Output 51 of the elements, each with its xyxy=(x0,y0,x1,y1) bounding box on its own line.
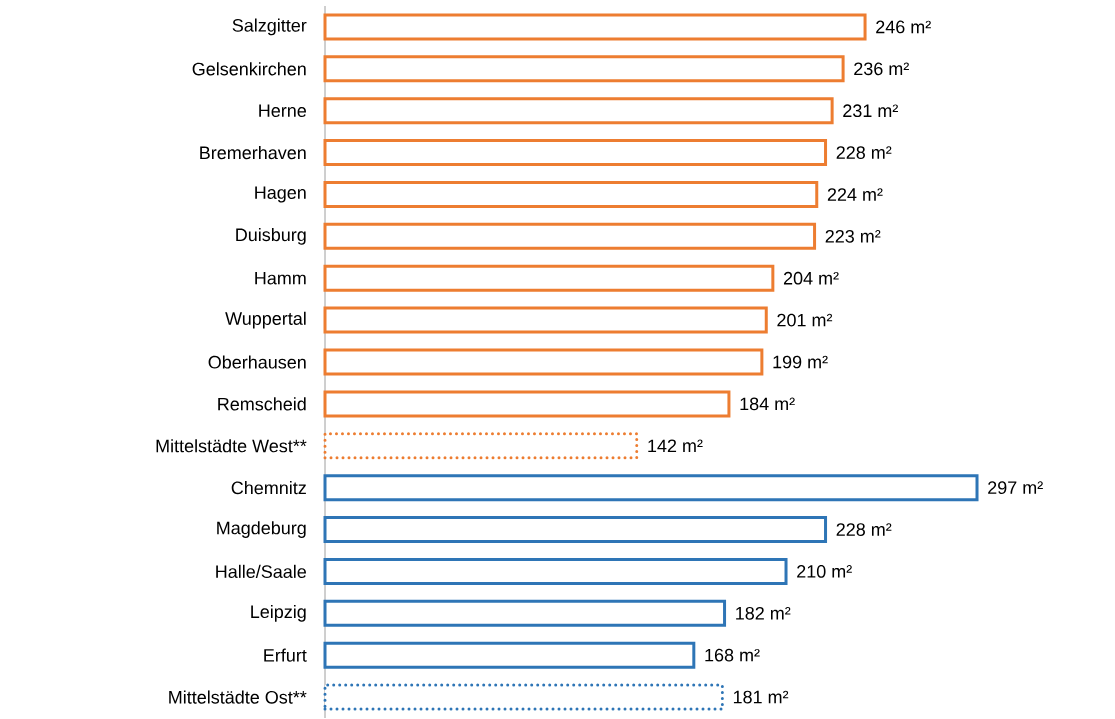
bar xyxy=(323,348,764,376)
data-label: 236 m² xyxy=(854,62,909,76)
bar xyxy=(323,181,819,209)
y-tick-label: Salzgitter xyxy=(232,18,307,36)
data-label: 246 m² xyxy=(876,20,931,34)
y-tick-label: Duisburg xyxy=(236,228,306,245)
y-tick-label: Gelsenkirchen xyxy=(192,62,306,76)
data-label: 201 m² xyxy=(777,313,833,327)
y-tick-label: Bremerhaven xyxy=(200,146,306,160)
y-tick-label: Mittelstädte West** xyxy=(156,439,307,453)
data-label: 204 m² xyxy=(783,271,839,285)
y-tick-label: Wuppertal xyxy=(225,311,306,329)
y-tick-label: Mittelstädte Ost** xyxy=(169,690,307,704)
data-label: 224 m² xyxy=(827,188,883,201)
data-label: 297 m² xyxy=(988,481,1043,495)
y-tick-label: Oberhausen xyxy=(208,355,306,369)
bar xyxy=(323,13,867,41)
y-tick-label: Halle/Saale xyxy=(216,564,306,579)
y-tick-label: Remscheid xyxy=(218,397,306,411)
data-label: 223 m² xyxy=(825,230,881,243)
bar xyxy=(323,222,817,250)
y-tick-label: Hagen xyxy=(255,186,306,203)
bar xyxy=(323,97,834,125)
data-label: 181 m² xyxy=(733,690,789,704)
data-label: 231 m² xyxy=(843,104,898,118)
y-tick-label: Leipzig xyxy=(251,605,306,622)
bar xyxy=(323,516,828,544)
data-label: 228 m² xyxy=(836,146,892,160)
bar xyxy=(323,306,768,334)
data-label: 184 m² xyxy=(740,397,795,411)
bar xyxy=(323,390,731,418)
bar xyxy=(323,264,775,292)
data-label: 210 m² xyxy=(797,565,852,578)
bar xyxy=(323,558,788,586)
bar xyxy=(323,641,696,669)
bar xyxy=(323,599,727,627)
y-tick-label: Erfurt xyxy=(264,648,307,662)
data-label: 182 m² xyxy=(736,607,791,620)
y-tick-label: Chemnitz xyxy=(231,481,306,495)
data-label: 142 m² xyxy=(648,439,703,453)
data-label: 228 m² xyxy=(836,523,892,537)
bar xyxy=(323,139,828,167)
bar xyxy=(323,683,724,711)
data-label: 199 m² xyxy=(773,355,828,369)
bar xyxy=(323,432,639,460)
data-label: 168 m² xyxy=(705,648,760,662)
bar xyxy=(323,55,845,83)
y-tick-label: Hamm xyxy=(255,272,306,285)
y-tick-label: Magdeburg xyxy=(217,521,306,539)
y-tick-label: Herne xyxy=(259,104,307,118)
bar xyxy=(323,474,979,502)
